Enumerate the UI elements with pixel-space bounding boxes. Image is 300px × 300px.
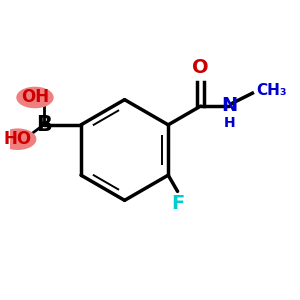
- Text: B: B: [36, 115, 52, 135]
- Text: N: N: [221, 96, 238, 115]
- Ellipse shape: [0, 128, 36, 150]
- Text: O: O: [192, 58, 209, 77]
- Text: OH: OH: [21, 88, 49, 106]
- Ellipse shape: [16, 87, 54, 108]
- Text: HO: HO: [4, 130, 32, 148]
- Text: CH₃: CH₃: [257, 83, 287, 98]
- Text: F: F: [171, 194, 184, 213]
- Text: H: H: [224, 116, 235, 130]
